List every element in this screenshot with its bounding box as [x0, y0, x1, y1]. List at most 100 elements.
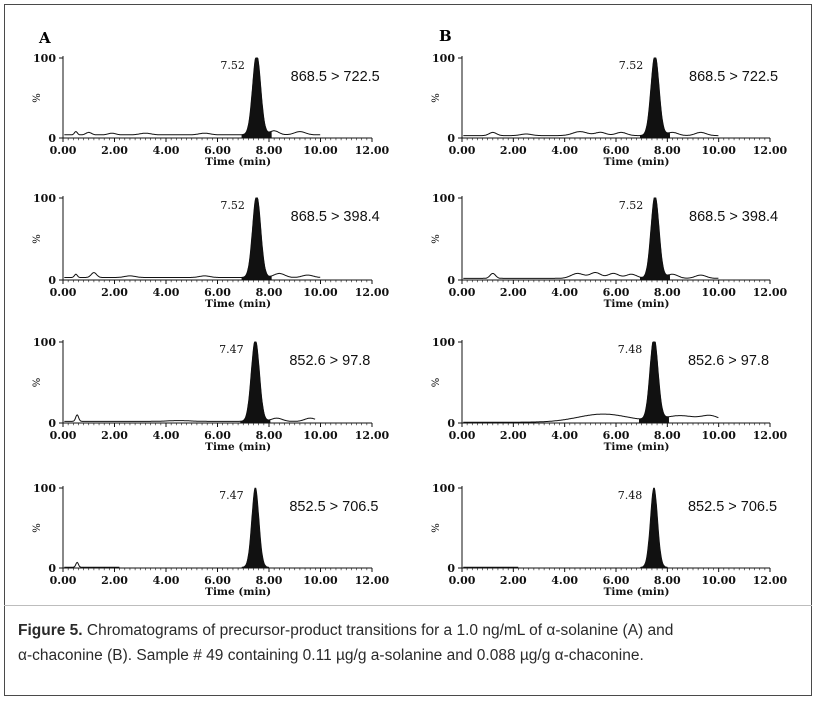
y-axis-label: % [431, 523, 442, 533]
x-tick-label: 8.00 [256, 144, 283, 157]
y-tick-label: 100 [432, 482, 455, 495]
x-tick-label: 6.00 [603, 144, 630, 157]
y-axis-label: % [32, 378, 43, 388]
x-tick-label: 2.00 [101, 144, 128, 157]
panel-label-a: A [38, 29, 51, 47]
chromatogram-trace [64, 57, 321, 136]
x-tick-label: 8.00 [256, 429, 283, 442]
x-tick-label: 10.00 [701, 429, 736, 442]
transition-label: 868.5 > 398.4 [689, 209, 778, 225]
x-tick-label: 2.00 [500, 429, 527, 442]
x-tick-label: 10.00 [303, 429, 338, 442]
x-tick-label: 12.00 [355, 286, 390, 299]
x-tick-label: 0.00 [449, 429, 476, 442]
x-tick-label: 6.00 [204, 429, 231, 442]
peak-retention-time: 7.52 [220, 59, 245, 72]
x-tick-label: 8.00 [654, 286, 681, 299]
x-tick-label: 12.00 [355, 429, 390, 442]
y-tick-label: 100 [33, 482, 56, 495]
x-tick-label: 6.00 [204, 286, 231, 299]
chromatogram-trace [64, 341, 316, 422]
y-tick-label: 0 [48, 417, 56, 430]
x-tick-label: 8.00 [256, 286, 283, 299]
chromatogram-b3: 0.00 2.00 4.00 6.00 8.00 10.00 12.00 0 100% Time … [431, 336, 788, 453]
peak-retention-time: 7.47 [219, 343, 244, 356]
y-tick-label: 0 [447, 274, 455, 287]
y-axis-label: % [32, 234, 43, 244]
x-tick-label: 12.00 [753, 144, 788, 157]
y-tick-label: 100 [432, 192, 455, 205]
figure-frame: A B 0.00 2.00 4.00 6.00 8.00 10.00 12.00 0 100% T… [4, 4, 812, 696]
y-tick-label: 100 [33, 192, 56, 205]
chromatogram-figure: A B 0.00 2.00 4.00 6.00 8.00 10.00 12.00 0 100% T… [32, 27, 788, 598]
y-tick-label: 0 [48, 274, 56, 287]
y-tick-label: 100 [33, 52, 56, 65]
y-tick-label: 100 [33, 336, 56, 349]
x-tick-label: 2.00 [500, 144, 527, 157]
x-tick-label: 4.00 [551, 286, 578, 299]
x-tick-label: 8.00 [654, 429, 681, 442]
x-tick-label: 4.00 [153, 574, 180, 587]
y-tick-label: 0 [447, 132, 455, 145]
y-tick-label: 0 [48, 562, 56, 575]
transition-label: 852.5 > 706.5 [289, 499, 378, 515]
transition-label: 868.5 > 722.5 [291, 69, 380, 85]
transition-label: 852.5 > 706.5 [688, 499, 777, 515]
y-tick-label: 100 [432, 336, 455, 349]
peak-area [241, 487, 270, 569]
x-tick-label: 6.00 [204, 144, 231, 157]
x-tick-label: 10.00 [303, 144, 338, 157]
x-axis-label: Time (min) [604, 586, 670, 598]
x-tick-label: 4.00 [551, 429, 578, 442]
x-tick-label: 4.00 [551, 144, 578, 157]
x-tick-label: 12.00 [355, 574, 390, 587]
x-tick-label: 2.00 [101, 429, 128, 442]
y-axis-label: % [32, 93, 43, 103]
peak-area [240, 341, 271, 424]
figure-caption: Figure 5. Chromatograms of precursor-pro… [18, 618, 798, 668]
y-tick-label: 0 [447, 417, 455, 430]
x-axis-label: Time (min) [604, 441, 670, 453]
x-tick-label: 6.00 [603, 429, 630, 442]
transition-label: 868.5 > 398.4 [291, 209, 380, 225]
x-tick-label: 10.00 [701, 144, 736, 157]
y-tick-label: 100 [432, 52, 455, 65]
peak-area [241, 197, 272, 281]
x-tick-label: 12.00 [355, 144, 390, 157]
transition-label: 868.5 > 722.5 [689, 69, 778, 85]
x-tick-label: 0.00 [449, 574, 476, 587]
peak-retention-time: 7.47 [219, 489, 244, 502]
x-tick-label: 10.00 [303, 574, 338, 587]
x-tick-label: 2.00 [500, 574, 527, 587]
caption-divider [4, 605, 812, 606]
x-axis-label: Time (min) [205, 441, 271, 453]
x-tick-label: 8.00 [654, 574, 681, 587]
x-tick-label: 8.00 [256, 574, 283, 587]
peak-area [640, 487, 668, 569]
x-tick-label: 4.00 [153, 286, 180, 299]
y-axis-label: % [431, 234, 442, 244]
chromatogram-a4: 0.00 2.00 4.00 6.00 8.00 10.00 12.00 0 100% Time … [32, 482, 390, 598]
y-tick-label: 0 [48, 132, 56, 145]
x-tick-label: 2.00 [101, 574, 128, 587]
x-tick-label: 10.00 [701, 286, 736, 299]
chromatogram-trace [463, 341, 719, 423]
x-tick-label: 10.00 [701, 574, 736, 587]
x-axis-label: Time (min) [205, 298, 271, 310]
x-tick-label: 2.00 [101, 286, 128, 299]
x-tick-label: 12.00 [753, 574, 788, 587]
x-tick-label: 0.00 [449, 286, 476, 299]
chromatogram-b4: 0.00 2.00 4.00 6.00 8.00 10.00 12.00 0 100% Time … [431, 482, 788, 598]
chromatogram-trace [463, 57, 719, 137]
x-tick-label: 0.00 [50, 429, 77, 442]
x-tick-label: 0.00 [50, 574, 77, 587]
transition-label: 852.6 > 97.8 [688, 353, 769, 369]
chromatogram-b1: 0.00 2.00 4.00 6.00 8.00 10.00 12.00 0 100% Time … [431, 52, 788, 168]
peak-retention-time: 7.52 [220, 199, 245, 212]
x-tick-label: 4.00 [153, 429, 180, 442]
peak-area [639, 57, 671, 139]
chromatogram-a1: 0.00 2.00 4.00 6.00 8.00 10.00 12.00 0 100% Time … [32, 52, 390, 168]
chromatogram-b2: 0.00 2.00 4.00 6.00 8.00 10.00 12.00 0 100% Time … [431, 192, 788, 310]
x-axis-label: Time (min) [205, 156, 271, 168]
caption-line-2: α-chaconine (B). Sample # 49 containing … [18, 647, 644, 664]
